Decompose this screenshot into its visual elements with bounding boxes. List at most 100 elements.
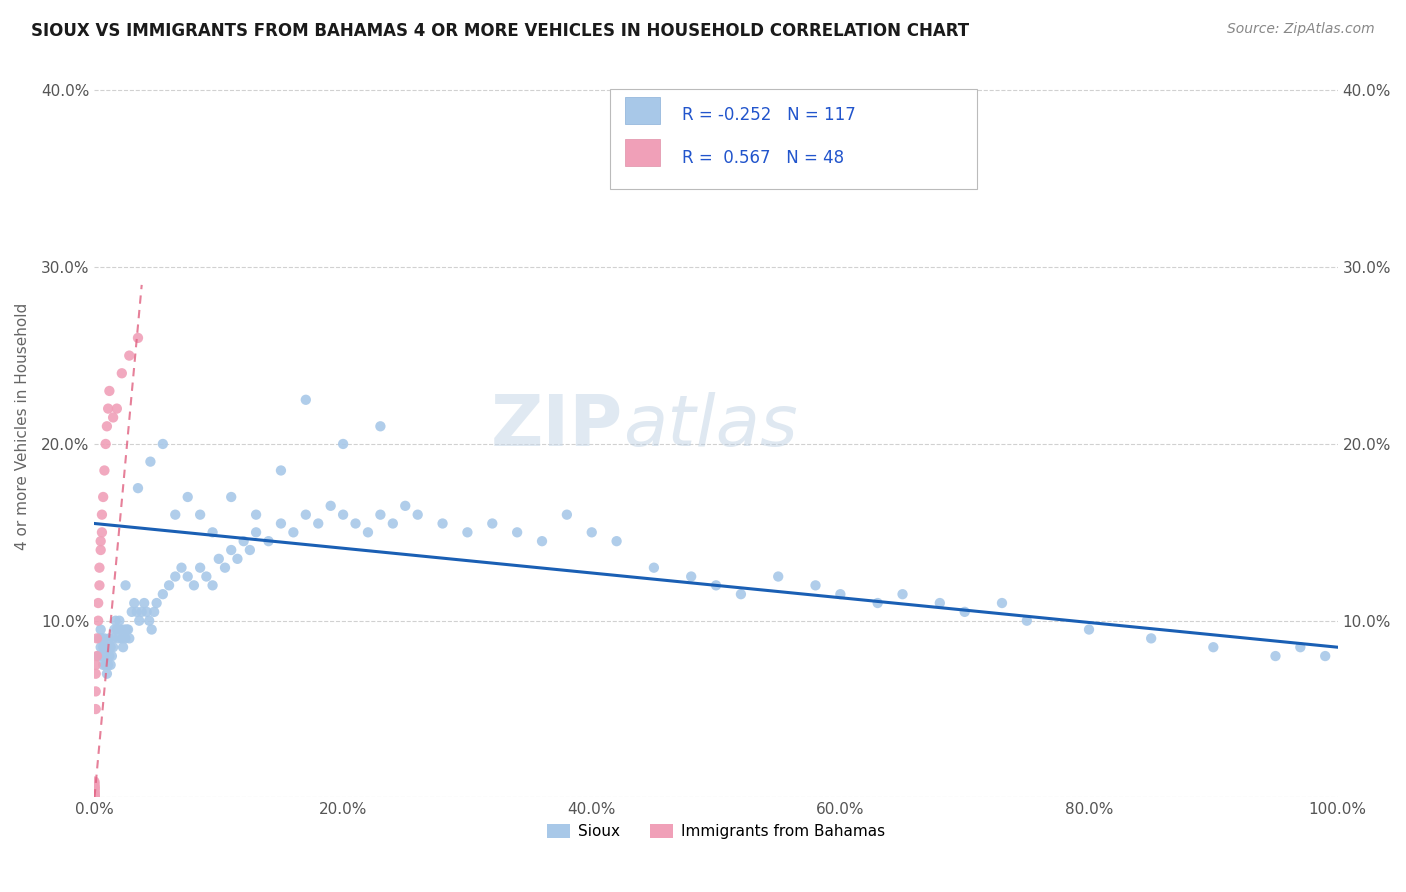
Point	[1015, 614, 1038, 628]
Point	[108, 614, 131, 628]
Point	[83, 780, 105, 794]
Point	[866, 596, 889, 610]
Point	[101, 648, 124, 663]
Point	[506, 525, 529, 540]
Point	[90, 508, 112, 522]
Point	[606, 534, 628, 549]
Point	[257, 534, 280, 549]
Point	[830, 587, 852, 601]
Point	[270, 516, 292, 531]
Point	[93, 648, 115, 663]
Point	[112, 640, 135, 655]
Point	[90, 640, 112, 655]
Point	[114, 578, 136, 592]
Point	[83, 790, 105, 805]
Point	[681, 569, 703, 583]
Point	[98, 632, 121, 646]
Point	[101, 410, 124, 425]
Point	[84, 666, 107, 681]
Point	[105, 623, 128, 637]
Point	[97, 657, 120, 672]
Point	[83, 790, 105, 805]
Point	[295, 508, 318, 522]
Point	[214, 560, 236, 574]
Point	[381, 516, 404, 531]
Point	[953, 605, 976, 619]
Point	[232, 534, 254, 549]
Point	[730, 587, 752, 601]
Point	[131, 605, 153, 619]
Point	[112, 623, 135, 637]
Point	[1140, 632, 1163, 646]
Point	[157, 578, 180, 592]
Point	[91, 490, 114, 504]
Point	[125, 605, 148, 619]
Point	[107, 632, 129, 646]
Point	[101, 640, 124, 655]
Point	[530, 534, 553, 549]
Point	[91, 640, 114, 655]
Point	[432, 516, 454, 531]
Point	[83, 790, 105, 805]
Point	[283, 525, 305, 540]
Point	[117, 623, 139, 637]
Point	[86, 648, 108, 663]
Point	[406, 508, 429, 522]
Point	[90, 534, 112, 549]
Point	[83, 787, 105, 801]
Text: R =  0.567   N = 48: R = 0.567 N = 48	[682, 149, 845, 167]
Point	[245, 508, 267, 522]
Point	[143, 605, 166, 619]
Point	[332, 508, 354, 522]
Point	[83, 781, 105, 796]
Point	[83, 781, 105, 796]
Point	[96, 666, 118, 681]
Point	[83, 774, 105, 789]
Point	[891, 587, 914, 601]
Point	[98, 648, 121, 663]
Point	[183, 578, 205, 592]
Point	[94, 640, 117, 655]
Point	[118, 632, 141, 646]
Point	[766, 569, 789, 583]
Point	[90, 525, 112, 540]
Point	[93, 463, 115, 477]
Point	[188, 560, 211, 574]
Point	[165, 508, 187, 522]
Point	[97, 401, 120, 416]
Point	[804, 578, 827, 592]
Point	[84, 684, 107, 698]
Point	[114, 632, 136, 646]
Point	[165, 569, 187, 583]
Point	[704, 578, 727, 592]
Point	[83, 776, 105, 790]
Point	[83, 783, 105, 797]
Text: ZIP: ZIP	[491, 392, 623, 461]
Point	[295, 392, 318, 407]
Point	[83, 790, 105, 805]
Point	[152, 587, 174, 601]
Point	[370, 419, 392, 434]
Point	[94, 657, 117, 672]
Point	[90, 648, 112, 663]
Point	[115, 623, 138, 637]
Point	[83, 785, 105, 799]
Point	[208, 552, 231, 566]
Point	[127, 331, 149, 345]
Y-axis label: 4 or more Vehicles in Household: 4 or more Vehicles in Household	[15, 302, 30, 549]
Point	[118, 349, 141, 363]
Point	[101, 632, 124, 646]
Point	[111, 632, 134, 646]
Point	[104, 614, 127, 628]
Point	[170, 560, 193, 574]
Point	[307, 516, 329, 531]
Point	[344, 516, 367, 531]
Point	[581, 525, 603, 540]
Point	[145, 596, 167, 610]
Point	[111, 366, 134, 380]
Text: SIOUX VS IMMIGRANTS FROM BAHAMAS 4 OR MORE VEHICLES IN HOUSEHOLD CORRELATION CHA: SIOUX VS IMMIGRANTS FROM BAHAMAS 4 OR MO…	[31, 22, 969, 40]
Point	[89, 632, 111, 646]
Point	[84, 657, 107, 672]
Point	[481, 516, 503, 531]
Point	[87, 614, 110, 628]
